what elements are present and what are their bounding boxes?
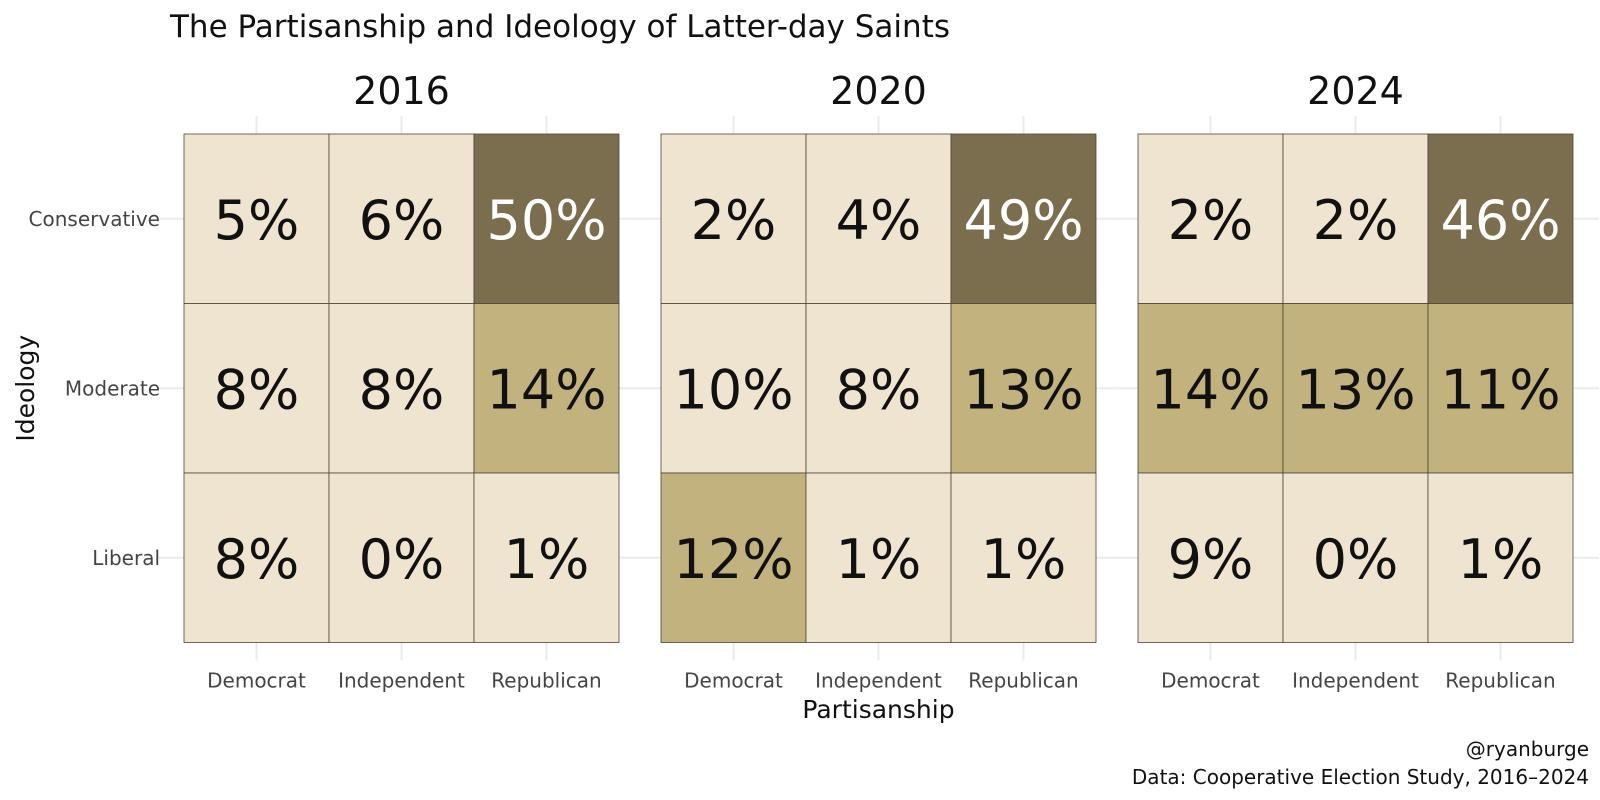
cell-value-label: 13%: [1295, 358, 1415, 421]
cell-value-label: 50%: [486, 189, 606, 252]
heatmap-cell: [183, 133, 330, 304]
heatmap-cell: [805, 133, 952, 304]
heatmap-cell: [328, 472, 475, 643]
caption-source: Data: Cooperative Election Study, 2016–2…: [1132, 765, 1589, 789]
cell-value-label: 5%: [214, 189, 300, 252]
facet-panel-2024: 2024 2% 2% 46% 14% 13% 11% 9% 0% 1% Democrat Indepe…: [1112, 69, 1599, 693]
heatmap-cell: [805, 472, 952, 643]
cell-value-label: 1%: [504, 528, 590, 591]
cell-value-label: 8%: [359, 358, 445, 421]
x-tick-label: Republican: [491, 669, 601, 693]
cell-value-label: 2%: [1313, 189, 1399, 252]
y-tick-label: Liberal: [92, 546, 160, 570]
heatmap-cell: [950, 472, 1097, 643]
heatmap-cell: [805, 303, 952, 474]
cell-value-label: 14%: [1150, 358, 1270, 421]
cell-value-label: 9%: [1168, 528, 1254, 591]
x-tick-label: Democrat: [1161, 669, 1260, 693]
cell-value-label: 46%: [1440, 189, 1560, 252]
heatmap-cell: [660, 133, 807, 304]
heatmap-cell: [1282, 303, 1429, 474]
heatmap-cell: [660, 472, 807, 643]
chart-title: The Partisanship and Ideology of Latter-…: [169, 9, 950, 45]
x-tick-label: Republican: [968, 669, 1078, 693]
cell-value-label: 10%: [673, 358, 793, 421]
facet-panel-2016: 2016 5% 6% 50% 8% 8% 14% 8% 0% 1% Democrat Independ…: [158, 69, 645, 693]
heatmap-cell: [473, 133, 620, 304]
x-tick-label: Democrat: [684, 669, 783, 693]
cell-value-label: 0%: [359, 528, 445, 591]
caption-handle: @ryanburge: [1466, 737, 1589, 761]
heatmap-cell: [1427, 133, 1574, 304]
heatmap-cell: [473, 303, 620, 474]
cell-value-label: 8%: [214, 528, 300, 591]
facet-label: 2020: [830, 69, 927, 113]
heatmap-cell: [328, 303, 475, 474]
heatmap-cell: [1282, 133, 1429, 304]
heatmap-cell: [660, 303, 807, 474]
cell-value-label: 14%: [486, 358, 606, 421]
x-tick-label: Republican: [1445, 669, 1555, 693]
x-tick-label: Independent: [1292, 669, 1419, 693]
x-tick-label: Independent: [338, 669, 465, 693]
cell-value-label: 1%: [1458, 528, 1544, 591]
heatmap-cell: [1137, 472, 1284, 643]
heatmap-cell: [1137, 133, 1284, 304]
heatmap-cell: [183, 472, 330, 643]
heatmap-cell: [1282, 472, 1429, 643]
x-tick-label: Democrat: [207, 669, 306, 693]
cell-value-label: 2%: [1168, 189, 1254, 252]
cell-value-label: 2%: [691, 189, 777, 252]
cell-value-label: 1%: [981, 528, 1067, 591]
cell-value-label: 8%: [214, 358, 300, 421]
heatmap-cell: [950, 303, 1097, 474]
y-axis-title: Ideology: [11, 335, 40, 442]
y-tick-label: Moderate: [65, 376, 160, 400]
cell-value-label: 6%: [359, 189, 445, 252]
facet-label: 2016: [353, 69, 450, 113]
heatmap-cell: [1427, 472, 1574, 643]
cell-value-label: 4%: [836, 189, 922, 252]
cell-value-label: 49%: [963, 189, 1083, 252]
x-tick-label: Independent: [815, 669, 942, 693]
cell-value-label: 13%: [963, 358, 1083, 421]
facet-panels: 2016 5% 6% 50% 8% 8% 14% 8% 0% 1% Democrat Independ…: [29, 69, 1599, 693]
heatmap-cell: [183, 303, 330, 474]
x-axis-title: Partisanship: [802, 695, 954, 724]
heatmap-cell: [473, 472, 620, 643]
heatmap-cell: [1137, 303, 1284, 474]
y-tick-label: Conservative: [29, 207, 160, 231]
facet-label: 2024: [1307, 69, 1404, 113]
cell-value-label: 11%: [1440, 358, 1560, 421]
heatmap-cell: [950, 133, 1097, 304]
heatmap-cell: [1427, 303, 1574, 474]
facet-panel-2020: 2020 2% 4% 49% 10% 8% 13% 12% 1% 1% Democrat Indepe…: [635, 69, 1122, 693]
cell-value-label: 0%: [1313, 528, 1399, 591]
cell-value-label: 1%: [836, 528, 922, 591]
cell-value-label: 8%: [836, 358, 922, 421]
cell-value-label: 12%: [673, 528, 793, 591]
